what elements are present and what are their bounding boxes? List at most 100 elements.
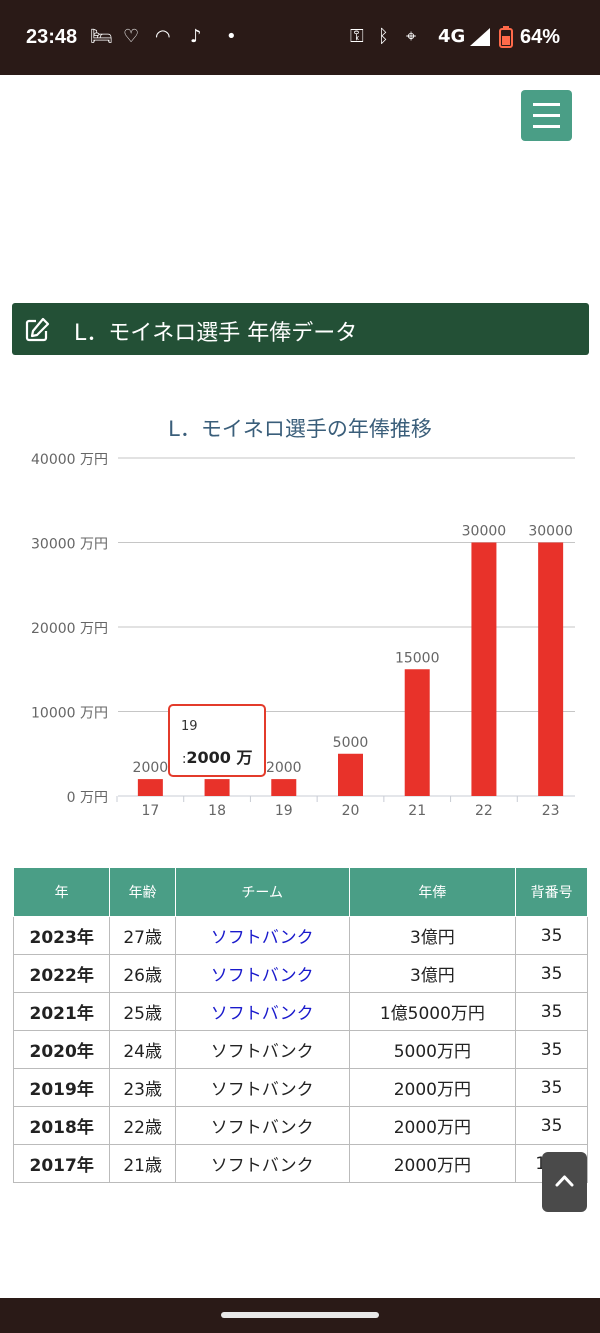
bar <box>137 779 163 796</box>
uniform-number-cell: 35 <box>515 1030 588 1069</box>
team-cell: ソフトバンク <box>174 1030 350 1069</box>
bar <box>271 779 297 796</box>
tooltip-prefix: : <box>182 752 187 767</box>
header-number: 背番号 <box>515 867 588 917</box>
section-header: L．モイネロ選手 年俸データ <box>12 303 589 355</box>
uniform-number-cell: 35 <box>515 916 588 955</box>
data-label: 2000 <box>266 760 302 776</box>
table-row: 2022年 26歳 ソフトバンク 3億円 35 <box>12 954 588 993</box>
menu-icon <box>533 103 560 106</box>
table-row: 2023年 27歳 ソフトバンク 3億円 35 <box>12 916 588 955</box>
menu-icon-line <box>533 125 560 128</box>
section-title: L．モイネロ選手 年俸データ <box>74 321 358 346</box>
uniform-number-cell: 35 <box>515 992 588 1031</box>
x-tick-label: 17 <box>141 803 159 819</box>
team-cell: ソフトバンク <box>174 1144 350 1183</box>
year-cell: 2020年 <box>12 1030 111 1069</box>
uniform-number-cell: 35 <box>515 1106 588 1145</box>
age-cell: 25歳 <box>109 992 176 1031</box>
heart-icon: ♡ <box>123 26 140 47</box>
y-tick-label: 0 万円 <box>67 790 108 806</box>
x-tick-label: 23 <box>542 803 560 819</box>
year-cell: 2021年 <box>12 992 111 1031</box>
x-tick-label: 19 <box>275 803 293 819</box>
signal-icon <box>470 28 490 46</box>
salary-cell: 1億5000万円 <box>348 992 517 1031</box>
year-cell: 2022年 <box>12 954 111 993</box>
salary-table: 年 年齢 チーム 年俸 背番号 2023年 27歳 ソフトバンク 3億円 35 2022年… <box>12 867 588 1183</box>
menu-button[interactable] <box>521 90 572 141</box>
bar <box>338 753 363 796</box>
salary-cell: 3億円 <box>348 916 517 955</box>
bar <box>404 669 430 796</box>
salary-cell: 2000万円 <box>348 1106 517 1145</box>
salary-chart: 0 万円 10000 万円 20000 万円 30000 万円 40000 万円 2000… <box>31 452 575 819</box>
year-cell: 2019年 <box>12 1068 111 1107</box>
age-cell: 22歳 <box>109 1106 176 1145</box>
header-team: チーム <box>174 867 350 917</box>
y-tick-label: 40000 万円 <box>31 452 108 468</box>
team-link[interactable]: ソフトバンク <box>174 992 350 1031</box>
x-tick-label: 18 <box>208 803 226 819</box>
y-tick-label: 30000 万円 <box>31 537 108 553</box>
battery-level: 64% <box>519 26 560 48</box>
tooltip-category: 19 <box>181 719 198 734</box>
year-cell: 2017年 <box>12 1144 111 1183</box>
team-link[interactable]: ソフトバンク <box>174 954 350 993</box>
key-icon: ⚿ <box>350 26 364 47</box>
table-row: 2017年21歳ソフトバンク2000万円143 <box>12 1144 588 1183</box>
salary-cell: 2000万円 <box>348 1144 517 1183</box>
data-label: 5000 <box>333 735 369 751</box>
status-time: 23:48 <box>26 26 78 48</box>
uniform-number-cell: 35 <box>515 1068 588 1107</box>
y-tick-label: 10000 万円 <box>31 706 108 722</box>
chart-tooltip: 19 :2000 万 <box>168 704 266 777</box>
header-salary: 年俸 <box>348 867 517 917</box>
menu-icon-line <box>533 114 560 117</box>
edit-icon <box>25 317 50 342</box>
team-cell: ソフトバンク <box>174 1106 350 1145</box>
home-gesture-handle[interactable] <box>221 1312 379 1318</box>
year-cell: 2023年 <box>12 916 111 955</box>
chevron-up-icon <box>555 1175 574 1187</box>
data-label: 2000 <box>133 760 169 776</box>
header-year: 年 <box>12 867 111 917</box>
data-label: 30000 <box>462 524 507 540</box>
y-tick-label: 20000 万円 <box>31 621 108 637</box>
bar <box>204 779 230 796</box>
app-icon: ◠ <box>155 26 171 47</box>
age-cell: 27歳 <box>109 916 176 955</box>
bar <box>538 542 564 796</box>
dot-icon: • <box>226 26 237 47</box>
salary-cell: 2000万円 <box>348 1068 517 1107</box>
x-tick-label: 20 <box>342 803 360 819</box>
age-cell: 24歳 <box>109 1030 176 1069</box>
status-bar: 23:48 🛏 ♡ ◠ ♪ • ⚿ ᛒ ⌖ 4G 64% <box>0 0 600 75</box>
age-cell: 23歳 <box>109 1068 176 1107</box>
team-cell: ソフトバンク <box>174 1068 350 1107</box>
location-icon: ⌖ <box>406 26 417 47</box>
table-row: 2019年 23歳 ソフトバンク 2000万円 35 <box>12 1068 588 1107</box>
age-cell: 21歳 <box>109 1144 176 1183</box>
chart-title: L．モイネロ選手の年俸推移 <box>168 417 432 441</box>
age-cell: 26歳 <box>109 954 176 993</box>
header-age: 年齢 <box>109 867 176 917</box>
table-row: 2020年 24歳 ソフトバンク 5000万円 35 <box>12 1030 588 1069</box>
salary-cell: 5000万円 <box>348 1030 517 1069</box>
data-label: 30000 <box>528 524 573 540</box>
x-tick-label: 22 <box>475 803 493 819</box>
year-cell: 2018年 <box>12 1106 111 1145</box>
tooltip-value: :2000 万 <box>182 744 253 768</box>
x-tick-label: 21 <box>408 803 426 819</box>
data-label: 15000 <box>395 650 440 666</box>
table-header-row: 年 年齢 チーム 年俸 背番号 <box>12 867 588 917</box>
notification-icon: ♪ <box>190 26 202 47</box>
scroll-to-top-button[interactable] <box>542 1152 587 1212</box>
tooltip-value-text: 2000 万 <box>186 748 253 767</box>
team-link[interactable]: ソフトバンク <box>174 916 350 955</box>
table-row: 2018年 22歳 ソフトバンク 2000万円 35 <box>12 1106 588 1145</box>
battery-icon <box>499 26 513 48</box>
network-label: 4G <box>438 26 466 47</box>
bar <box>471 542 497 796</box>
uniform-number-cell: 35 <box>515 954 588 993</box>
